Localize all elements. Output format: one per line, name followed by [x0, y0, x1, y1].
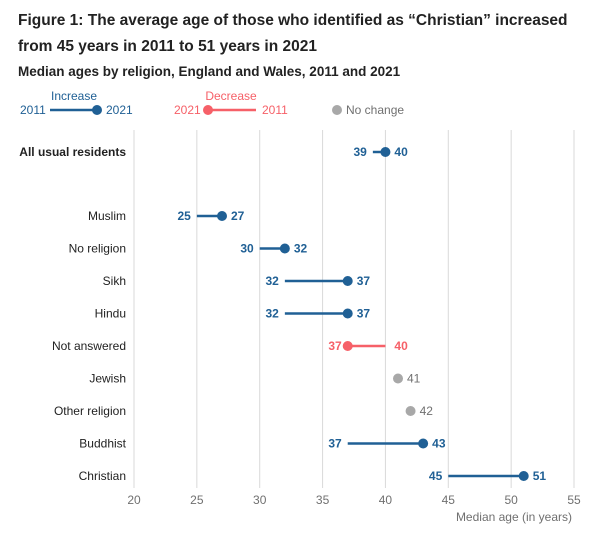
marker-2021: [342, 341, 353, 351]
category-label: Not answered: [52, 339, 126, 353]
legend-increase-label: Increase: [51, 89, 97, 103]
legend-decrease-dot: [203, 105, 213, 115]
x-tick-label: 30: [253, 493, 267, 507]
legend-increase-dot: [92, 105, 102, 115]
value-label-2021: 43: [432, 437, 446, 451]
data-row: Other religion 42: [54, 404, 433, 418]
data-row: Muslim 25 27: [88, 209, 245, 223]
category-label: Sikh: [103, 274, 126, 288]
value-label-2011: 40: [394, 339, 408, 353]
data-row: Hindu 32 37: [95, 307, 371, 321]
value-label-2011: 45: [429, 469, 443, 483]
marker-2021: [393, 373, 403, 384]
x-tick-label: 20: [127, 493, 141, 507]
data-row: All usual residents 39 40: [19, 145, 408, 159]
legend-decrease-end: 2011: [262, 103, 288, 117]
x-tick-label: 40: [379, 493, 393, 507]
value-label-2021: 37: [357, 307, 371, 321]
x-tick-label: 25: [190, 493, 204, 507]
marker-2021: [518, 471, 529, 481]
legend-nochange-dot: [332, 105, 342, 115]
legend-decrease-start: 2021: [174, 103, 201, 117]
value-label-2021: 40: [394, 145, 408, 159]
value-label-2021: 27: [231, 209, 245, 223]
marker-2021: [405, 406, 416, 416]
x-tick-label: 55: [567, 493, 581, 507]
x-tick-label: 45: [442, 493, 456, 507]
value-label-2011: 39: [353, 145, 367, 159]
value-label-2011: 25: [177, 209, 191, 223]
x-tick-label: 35: [316, 493, 330, 507]
legend: Increase 2011 2021 Decrease 2021 2011 No…: [20, 89, 404, 117]
x-axis: 20 25 30 35 40 45 50 55: [127, 493, 581, 507]
chart-subtitle: Median ages by religion, England and Wal…: [18, 64, 401, 79]
x-axis-label: Median age (in years): [456, 510, 572, 524]
legend-decrease-label: Decrease: [205, 89, 257, 103]
value-label-2021: 32: [294, 242, 308, 256]
category-label: All usual residents: [19, 145, 126, 159]
value-label-2011: 32: [265, 307, 279, 321]
data-row: Jewish 41: [89, 372, 420, 386]
figure-title: Figure 1: The average age of those who i…: [18, 12, 568, 55]
category-label: Muslim: [88, 209, 126, 223]
category-label: Jewish: [89, 372, 126, 386]
marker-2021: [418, 438, 429, 449]
category-label: Christian: [79, 469, 126, 483]
value-label-2011: 30: [240, 242, 254, 256]
category-label: No religion: [69, 242, 126, 256]
legend-increase: Increase 2011 2021: [20, 89, 133, 117]
gridlines: [133, 130, 575, 488]
legend-nochange: No change: [332, 103, 404, 117]
value-label-2021: 37: [357, 274, 371, 288]
value-label-2011: 32: [265, 274, 279, 288]
data-row: Sikh 32 37: [103, 274, 371, 288]
legend-nochange-label: No change: [346, 103, 404, 117]
value-label-2021: 42: [420, 404, 434, 418]
category-label: Other religion: [54, 404, 126, 418]
value-label-2021: 51: [533, 469, 547, 483]
marker-2021: [342, 276, 353, 286]
legend-increase-end: 2021: [106, 103, 133, 117]
data-row: No religion 30 32: [69, 242, 308, 256]
data-rows: All usual residents 39 40 Muslim 25 27 No reli…: [19, 145, 546, 483]
value-label-2021: 37: [328, 339, 342, 353]
data-row: Christian 45 51: [79, 469, 547, 483]
category-label: Buddhist: [79, 437, 126, 451]
value-label-2021: 41: [407, 372, 421, 386]
legend-increase-start: 2011: [20, 103, 46, 117]
dumbbell-chart: All usual residents 39 40 Muslim 25 27 No reli…: [19, 130, 581, 524]
legend-decrease: Decrease 2021 2011: [174, 89, 288, 117]
x-tick-label: 50: [504, 493, 518, 507]
value-label-2011: 37: [328, 437, 342, 451]
category-label: Hindu: [95, 307, 126, 321]
data-row: Not answered 37 40: [52, 339, 408, 353]
marker-2021: [342, 308, 353, 319]
marker-2021: [279, 243, 290, 254]
marker-2021: [217, 211, 227, 221]
marker-2021: [380, 147, 391, 157]
data-row: Buddhist 37 43: [79, 437, 446, 451]
